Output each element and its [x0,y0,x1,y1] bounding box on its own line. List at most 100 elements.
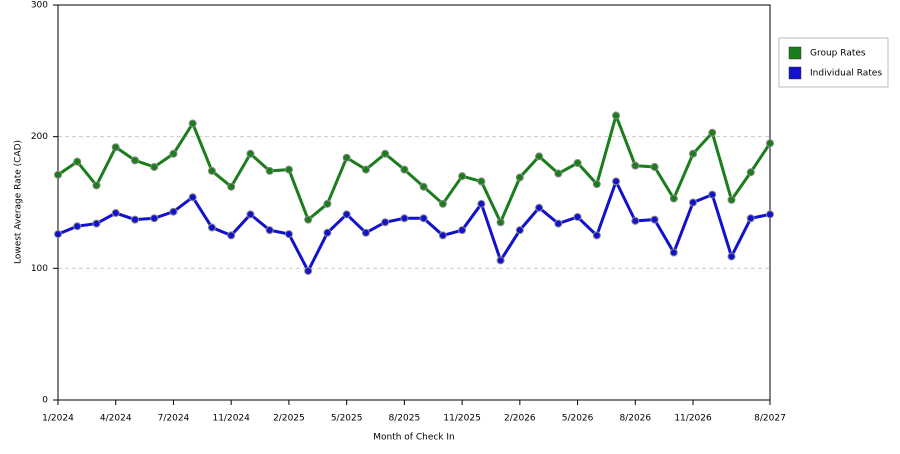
data-point [419,182,428,191]
data-point [111,209,120,218]
data-point [169,149,178,158]
data-point [438,231,447,240]
data-point [573,159,582,167]
data-point [54,230,62,239]
data-point [612,177,621,186]
data-point [400,165,409,174]
legend-swatch [788,46,802,60]
data-point [708,128,717,137]
data-point [689,149,698,158]
data-point [669,194,678,203]
data-point [227,182,236,191]
data-point [650,162,659,171]
series-line [57,110,772,226]
data-point [92,219,101,228]
data-point [419,214,428,223]
data-point [458,172,467,181]
x-tick-label: 8/2026 [619,414,651,424]
data-point [515,173,524,182]
data-point [592,231,601,240]
x-tick-label: 11/2024 [212,414,250,424]
y-axis-label: Lowest Average Rate (CAD) [14,140,24,264]
data-point [573,212,582,221]
x-tick-label: 5/2025 [331,414,363,424]
data-point [150,162,159,171]
data-point [361,228,370,237]
x-tick-label: 1/2024 [42,414,74,424]
data-point [130,156,139,165]
data-point [188,193,197,202]
x-tick-label: 4/2024 [100,414,132,424]
data-point [265,226,274,235]
data-point [631,161,640,170]
data-point [554,169,563,178]
data-point [150,214,159,223]
plot-frame [57,4,771,401]
data-point [54,170,62,179]
data-point [381,218,390,227]
data-point [669,248,678,257]
data-point [496,218,505,227]
data-point [515,226,524,235]
data-point [400,214,409,223]
x-tick-label: 11/2025 [443,414,480,424]
legend-box [778,37,889,88]
data-point [766,139,774,148]
data-point [227,231,236,240]
data-point [458,226,467,235]
x-tick-label: 8/2027 [754,414,786,424]
data-point [631,216,640,225]
y-tick-label: 200 [31,132,48,142]
data-point [188,119,197,128]
data-point [246,210,255,219]
data-point [246,149,255,158]
data-point [73,222,82,231]
x-tick-label: 7/2024 [158,414,190,424]
legend-label: Group Rates [810,49,866,59]
data-point [477,199,486,208]
data-point [323,228,332,237]
data-point [342,210,351,219]
x-axis-label: Month of Check In [373,433,455,443]
data-point [612,111,621,120]
data-point [284,230,293,239]
x-tick-label: 5/2026 [562,414,594,424]
y-tick-label: 100 [31,264,48,274]
data-point [381,149,390,158]
data-point [766,210,774,219]
data-point [689,198,698,207]
data-point [708,190,717,199]
data-point [73,157,82,166]
data-point [727,195,736,204]
data-point [130,215,139,224]
data-point [592,180,601,189]
data-point [535,203,544,212]
data-point [727,252,736,261]
data-point [323,199,332,208]
data-point [304,266,313,275]
data-point [92,181,101,190]
data-point [207,223,216,232]
data-point [477,177,486,186]
data-point [496,256,505,265]
data-point [746,168,755,177]
data-point [207,166,216,175]
series-line [57,177,771,275]
data-point [265,166,274,175]
data-point [284,165,293,174]
data-point [650,215,659,224]
data-point [169,207,178,216]
data-point [304,215,313,224]
x-tick-label: 8/2025 [389,414,421,424]
data-point [535,152,544,161]
data-point [342,153,351,162]
data-point [554,219,563,228]
legend-swatch [788,66,802,80]
y-tick-label: 0 [42,396,48,406]
x-tick-label: 2/2025 [273,414,305,424]
x-tick-label: 2/2026 [504,414,536,424]
data-point [746,214,755,223]
y-tick-label: 300 [31,1,48,11]
data-point [438,199,447,208]
